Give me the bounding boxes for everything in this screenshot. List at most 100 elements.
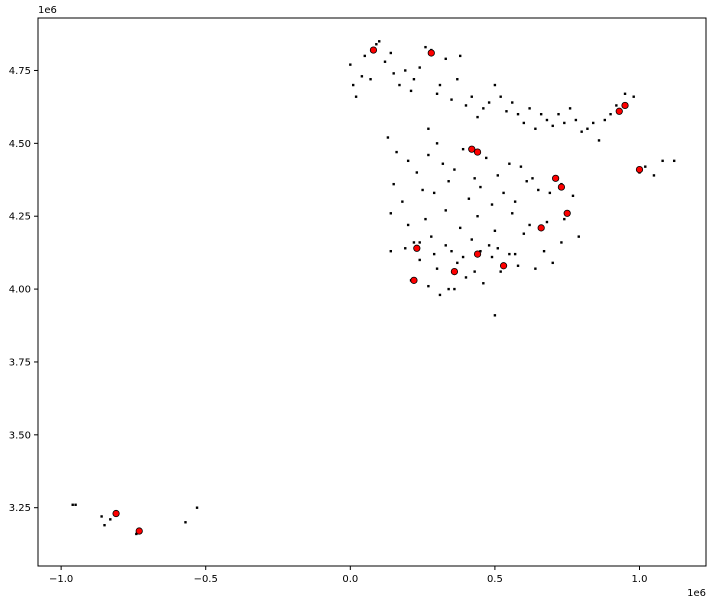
data-point [447,287,450,291]
plot-frame [37,17,707,567]
data-point [586,127,589,130]
highlight-area [537,224,545,232]
data-point [352,83,355,87]
data-point [406,223,410,227]
data-point [502,191,505,195]
data-point [511,101,514,104]
data-point [464,276,468,279]
data-point [360,75,364,78]
data-point [623,92,627,95]
data-point [389,249,392,253]
highlight-area [499,262,508,270]
data-point [435,267,439,270]
data-point [508,162,511,165]
data-point [418,258,421,262]
data-point [516,112,520,116]
highlight-area [135,527,143,535]
data-point [609,112,612,116]
data-point [470,238,473,241]
data-point [519,165,523,168]
data-point [580,130,583,133]
data-point [456,261,459,265]
data-point [71,503,74,506]
data-point [652,174,656,177]
data-point [404,247,407,250]
data-point [412,241,416,244]
y-tick-label: 3.50 [9,430,31,441]
x-tick-label: 1.0 [632,574,648,585]
data-point [525,180,528,183]
data-point [458,54,462,58]
data-point [378,40,381,43]
data-point [464,104,468,107]
data-point [432,252,436,256]
data-point [490,255,494,259]
data-point [487,101,491,104]
data-point [406,159,410,163]
data-point [476,115,479,119]
data-point [522,232,526,235]
highlight-area [410,276,418,284]
data-point [511,212,514,215]
highlight-area [621,101,629,110]
data-point [461,147,465,151]
data-point [473,270,476,273]
data-point [349,63,352,66]
data-point [432,191,436,195]
x-tick-label: −1.0 [49,574,73,585]
data-point [568,107,572,110]
data-point [401,200,404,203]
data-point [453,168,456,171]
data-point [632,95,635,98]
y-axis: 3.25 3.50 3.75 4.00 4.25 4.50 4.75 [9,66,38,514]
y-tick-label: 4.75 [9,66,31,77]
data-point [545,220,549,224]
data-point [563,121,566,125]
highlight-area [112,509,120,518]
highlight-area [552,174,560,182]
data-point [603,118,606,122]
data-point [470,95,473,98]
data-point [496,247,499,250]
data-point [392,182,395,186]
data-point [528,223,531,227]
y-tick-label: 4.00 [9,285,31,296]
x-tick-label: 0.5 [487,574,503,585]
highlight-area [615,107,623,115]
data-point [493,229,497,232]
x-offset-label: 1e6 [687,588,706,599]
data-point [505,110,508,113]
x-axis: −1.0 −0.5 0.0 0.5 1.0 [49,566,647,585]
data-point [493,314,497,317]
highlight-area [427,49,435,57]
data-point [427,127,430,130]
highlight-area [635,165,644,174]
data-point [644,165,647,168]
data-point [577,235,580,238]
data-point [557,112,560,116]
data-point [508,252,511,256]
points-layer [71,40,676,536]
highlight-area [450,267,459,276]
data-point [548,191,552,195]
data-point [479,249,482,253]
highlight-layer [112,46,644,535]
data-point [389,51,392,55]
data-point [354,95,358,98]
data-point [487,244,491,247]
highlight-area [557,183,566,191]
highlight-area [369,46,378,54]
data-point [444,209,447,212]
data-point [473,177,476,180]
data-point [493,83,497,87]
data-point [444,57,447,61]
data-point [135,532,138,536]
highlight-area [473,250,482,258]
y-tick-label: 4.25 [9,212,31,223]
data-point [661,159,664,163]
data-point [539,112,543,116]
data-point [409,89,413,93]
data-point [421,188,424,192]
data-point [450,98,453,101]
